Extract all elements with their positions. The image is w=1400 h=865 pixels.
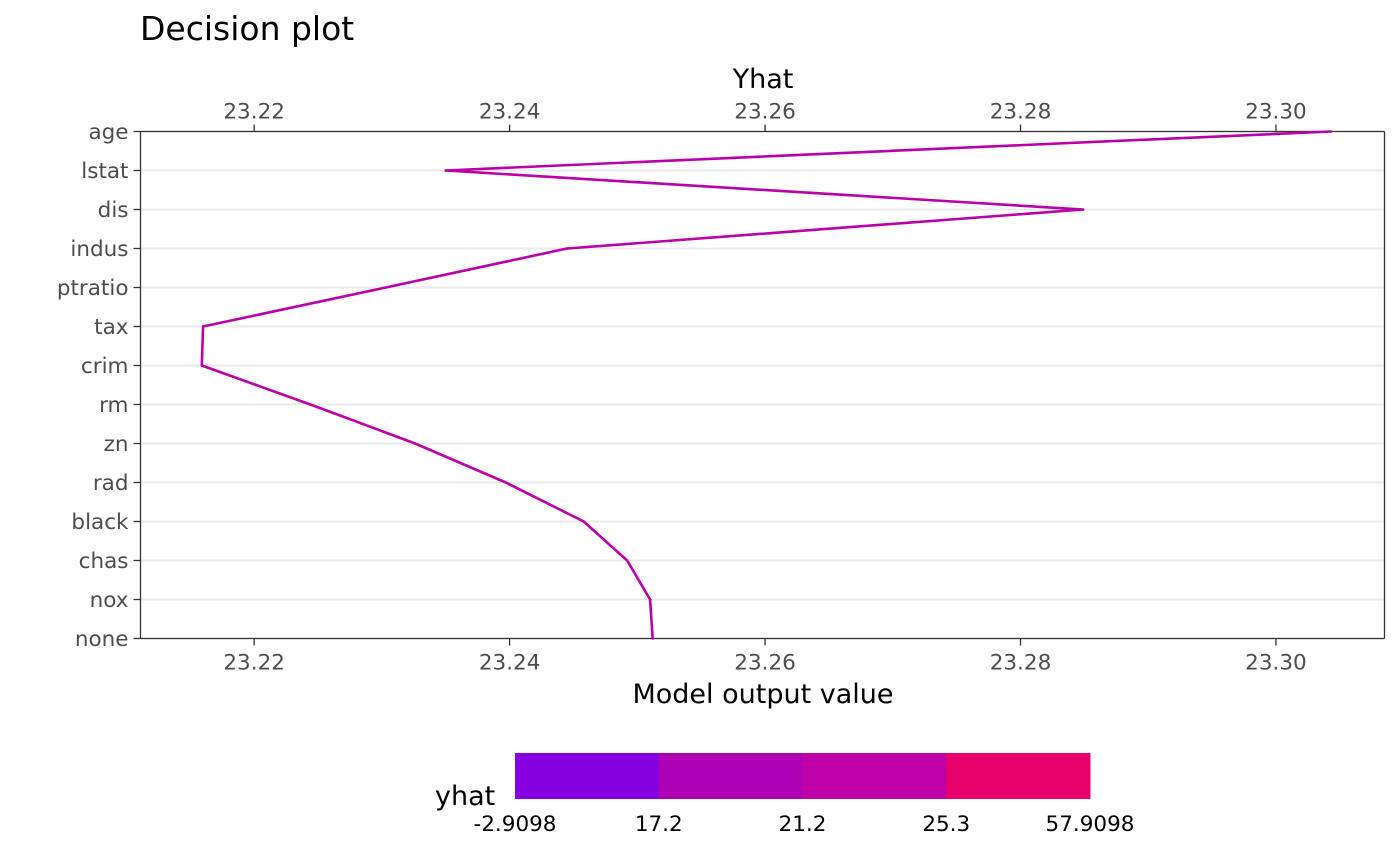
y-tick-label-none: none: [75, 627, 129, 652]
decision-point-tax: [201, 325, 205, 328]
x-top-tick-label-23.24: 23.24: [479, 100, 541, 125]
legend-break-label-0: -2.9098: [474, 812, 557, 837]
x-axis-top-title: Yhat: [732, 64, 794, 95]
decision-point-zn: [413, 442, 417, 445]
decision-point-black: [582, 520, 585, 523]
x-top-tick-label-23.22: 23.22: [223, 100, 285, 125]
y-tick-label-ptratio: ptratio: [57, 276, 129, 301]
y-tick-label-dis: dis: [98, 198, 129, 223]
x-bottom-tick-label-23.22: 23.22: [223, 651, 285, 676]
decision-point-rad: [504, 481, 508, 484]
x-bottom-tick-label-23.26: 23.26: [734, 651, 796, 676]
y-tick-label-crim: crim: [81, 354, 129, 379]
series-layer: [200, 130, 1333, 640]
y-tick-label-indus: indus: [70, 237, 128, 262]
y-tick-label-zn: zn: [104, 432, 129, 457]
decision-point-ptratio: [384, 286, 388, 289]
y-tick-label-rm: rm: [99, 393, 128, 418]
legend-break-label-3: 25.3: [922, 812, 970, 837]
x-top-tick-label-23.28: 23.28: [990, 100, 1052, 125]
x-top-tick-label-23.26: 23.26: [734, 100, 796, 125]
decision-point-lstat: [444, 169, 448, 172]
x-bottom-tick-label-23.24: 23.24: [479, 651, 541, 676]
x-bottom-tick-label-23.28: 23.28: [990, 651, 1052, 676]
legend-break-label-4: 57.9098: [1046, 812, 1135, 837]
y-tick-label-tax: tax: [94, 315, 129, 340]
legend-break-label-2: 21.2: [779, 812, 827, 837]
grid-lines: [140, 130, 1385, 640]
y-tick-label-nox: nox: [90, 588, 129, 613]
y-tick-label-black: black: [71, 510, 129, 535]
decision-point-nox: [648, 598, 652, 601]
y-tick-label-lstat: lstat: [81, 159, 128, 184]
legend-segment-1: [658, 753, 803, 799]
y-tick-label-rad: rad: [93, 471, 129, 496]
axes: age lstat dis indus ptratio tax crim rm zn rad bla…: [57, 100, 1386, 676]
x-top-tick-label-23.30: 23.30: [1245, 100, 1307, 125]
y-tick-label-chas: chas: [79, 549, 129, 574]
legend-segment-3: [946, 753, 1091, 799]
legend-segment-2: [802, 753, 947, 799]
chart-title: Decision plot: [140, 9, 354, 48]
x-axis-bottom-title: Model output value: [632, 679, 893, 710]
decision-point-age: [1329, 130, 1333, 133]
decision-point-none: [651, 637, 654, 640]
decision-point-rm: [309, 403, 312, 406]
x-bottom-tick-label-23.30: 23.30: [1245, 651, 1307, 676]
legend-title: yhat: [435, 781, 495, 812]
decision-point-dis: [1081, 208, 1085, 211]
legend-break-label-1: 17.2: [635, 812, 683, 837]
decision-point-crim: [200, 364, 204, 367]
decision-line-0: [200, 130, 1331, 639]
legend: yhat -2.9098 17.2 21.2 25.3 57.9098: [435, 753, 1134, 837]
decision-point-indus: [565, 247, 569, 250]
decision-point-chas: [625, 559, 629, 562]
legend-segment-0: [515, 753, 660, 799]
y-tick-label-age: age: [88, 120, 128, 145]
